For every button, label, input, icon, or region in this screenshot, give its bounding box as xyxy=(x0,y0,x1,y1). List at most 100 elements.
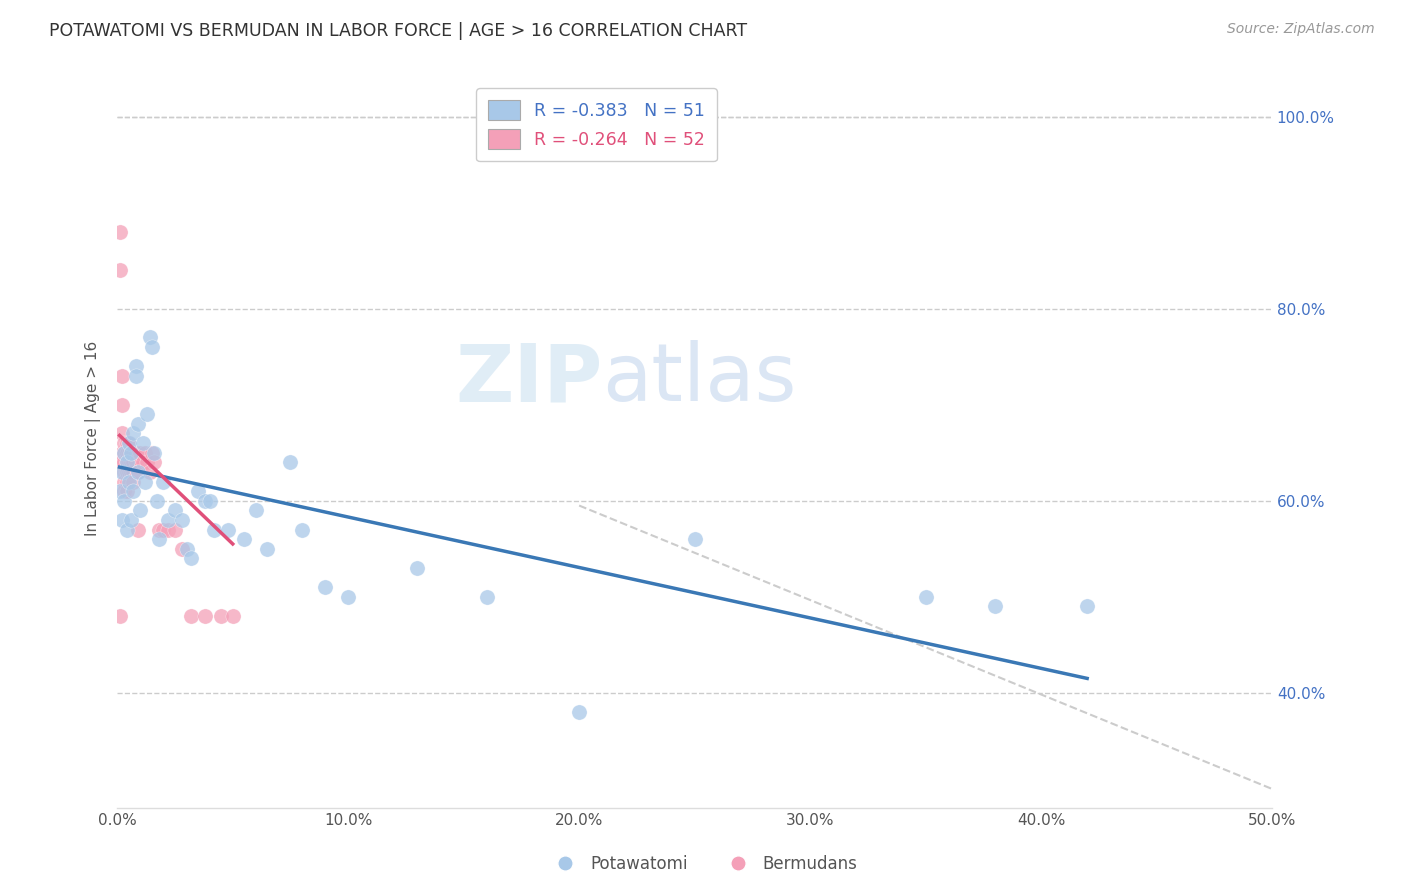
Point xyxy=(125,359,148,374)
Point xyxy=(115,465,138,479)
Point xyxy=(152,523,174,537)
Point xyxy=(112,436,135,450)
Point xyxy=(138,465,160,479)
Point xyxy=(112,446,135,460)
Point xyxy=(111,426,134,441)
Point xyxy=(115,475,138,489)
Point xyxy=(209,609,232,624)
Point xyxy=(145,493,167,508)
Point xyxy=(111,465,134,479)
Point xyxy=(122,446,145,460)
Point xyxy=(148,523,170,537)
Point xyxy=(115,523,138,537)
Point xyxy=(108,455,131,469)
Point xyxy=(122,475,145,489)
Point xyxy=(202,523,225,537)
Point xyxy=(111,398,134,412)
Point xyxy=(337,590,360,604)
Point xyxy=(134,475,156,489)
Point xyxy=(136,455,159,469)
Point xyxy=(112,446,135,460)
Point xyxy=(245,503,267,517)
Text: atlas: atlas xyxy=(602,340,797,418)
Point xyxy=(475,590,498,604)
Point xyxy=(157,513,180,527)
Point xyxy=(314,580,336,594)
Point xyxy=(180,551,202,566)
Point xyxy=(131,436,153,450)
Point xyxy=(115,436,138,450)
Point xyxy=(118,436,141,450)
Point xyxy=(120,446,142,460)
Point xyxy=(122,455,145,469)
Point xyxy=(280,455,302,469)
Point xyxy=(125,446,148,460)
Point xyxy=(256,541,278,556)
Point xyxy=(222,609,245,624)
Text: Source: ZipAtlas.com: Source: ZipAtlas.com xyxy=(1227,22,1375,37)
Point xyxy=(127,465,149,479)
Text: POTAWATOMI VS BERMUDAN IN LABOR FORCE | AGE > 16 CORRELATION CHART: POTAWATOMI VS BERMUDAN IN LABOR FORCE | … xyxy=(49,22,748,40)
Point xyxy=(291,523,314,537)
Point xyxy=(122,484,145,499)
Point xyxy=(187,484,209,499)
Point xyxy=(115,484,138,499)
Point xyxy=(568,705,591,719)
Point xyxy=(112,493,135,508)
Point xyxy=(143,446,166,460)
Point xyxy=(115,446,138,460)
Point xyxy=(194,609,217,624)
Point xyxy=(108,225,131,239)
Point xyxy=(111,446,134,460)
Point xyxy=(176,541,198,556)
Point xyxy=(120,513,142,527)
Point xyxy=(138,330,160,344)
Point xyxy=(134,446,156,460)
Point xyxy=(108,609,131,624)
Point xyxy=(111,513,134,527)
Point xyxy=(152,475,174,489)
Point xyxy=(170,513,193,527)
Point xyxy=(112,475,135,489)
Point xyxy=(115,455,138,469)
Point xyxy=(914,590,936,604)
Point xyxy=(170,541,193,556)
Point xyxy=(1076,599,1098,614)
Point xyxy=(125,455,148,469)
Point xyxy=(127,417,149,431)
Point xyxy=(136,407,159,421)
Y-axis label: In Labor Force | Age > 16: In Labor Force | Age > 16 xyxy=(86,341,101,536)
Point xyxy=(118,436,141,450)
Point xyxy=(120,455,142,469)
Point xyxy=(118,455,141,469)
Point xyxy=(111,455,134,469)
Point xyxy=(118,475,141,489)
Point xyxy=(163,523,186,537)
Point xyxy=(112,484,135,499)
Legend: Potawatomi, Bermudans: Potawatomi, Bermudans xyxy=(541,848,865,880)
Point xyxy=(112,455,135,469)
Point xyxy=(122,465,145,479)
Point xyxy=(194,493,217,508)
Point xyxy=(141,446,163,460)
Point xyxy=(118,465,141,479)
Point xyxy=(131,455,153,469)
Point xyxy=(141,340,163,354)
Point xyxy=(127,523,149,537)
Point xyxy=(120,465,142,479)
Point xyxy=(122,426,145,441)
Point xyxy=(108,484,131,499)
Point xyxy=(120,446,142,460)
Point xyxy=(233,532,256,546)
Point xyxy=(157,523,180,537)
Point xyxy=(112,465,135,479)
Point xyxy=(683,532,706,546)
Point xyxy=(129,446,152,460)
Point xyxy=(198,493,221,508)
Text: ZIP: ZIP xyxy=(456,340,602,418)
Point xyxy=(111,368,134,383)
Legend: R = -0.383   N = 51, R = -0.264   N = 52: R = -0.383 N = 51, R = -0.264 N = 52 xyxy=(477,88,717,161)
Point xyxy=(180,609,202,624)
Point xyxy=(406,561,429,575)
Point xyxy=(118,446,141,460)
